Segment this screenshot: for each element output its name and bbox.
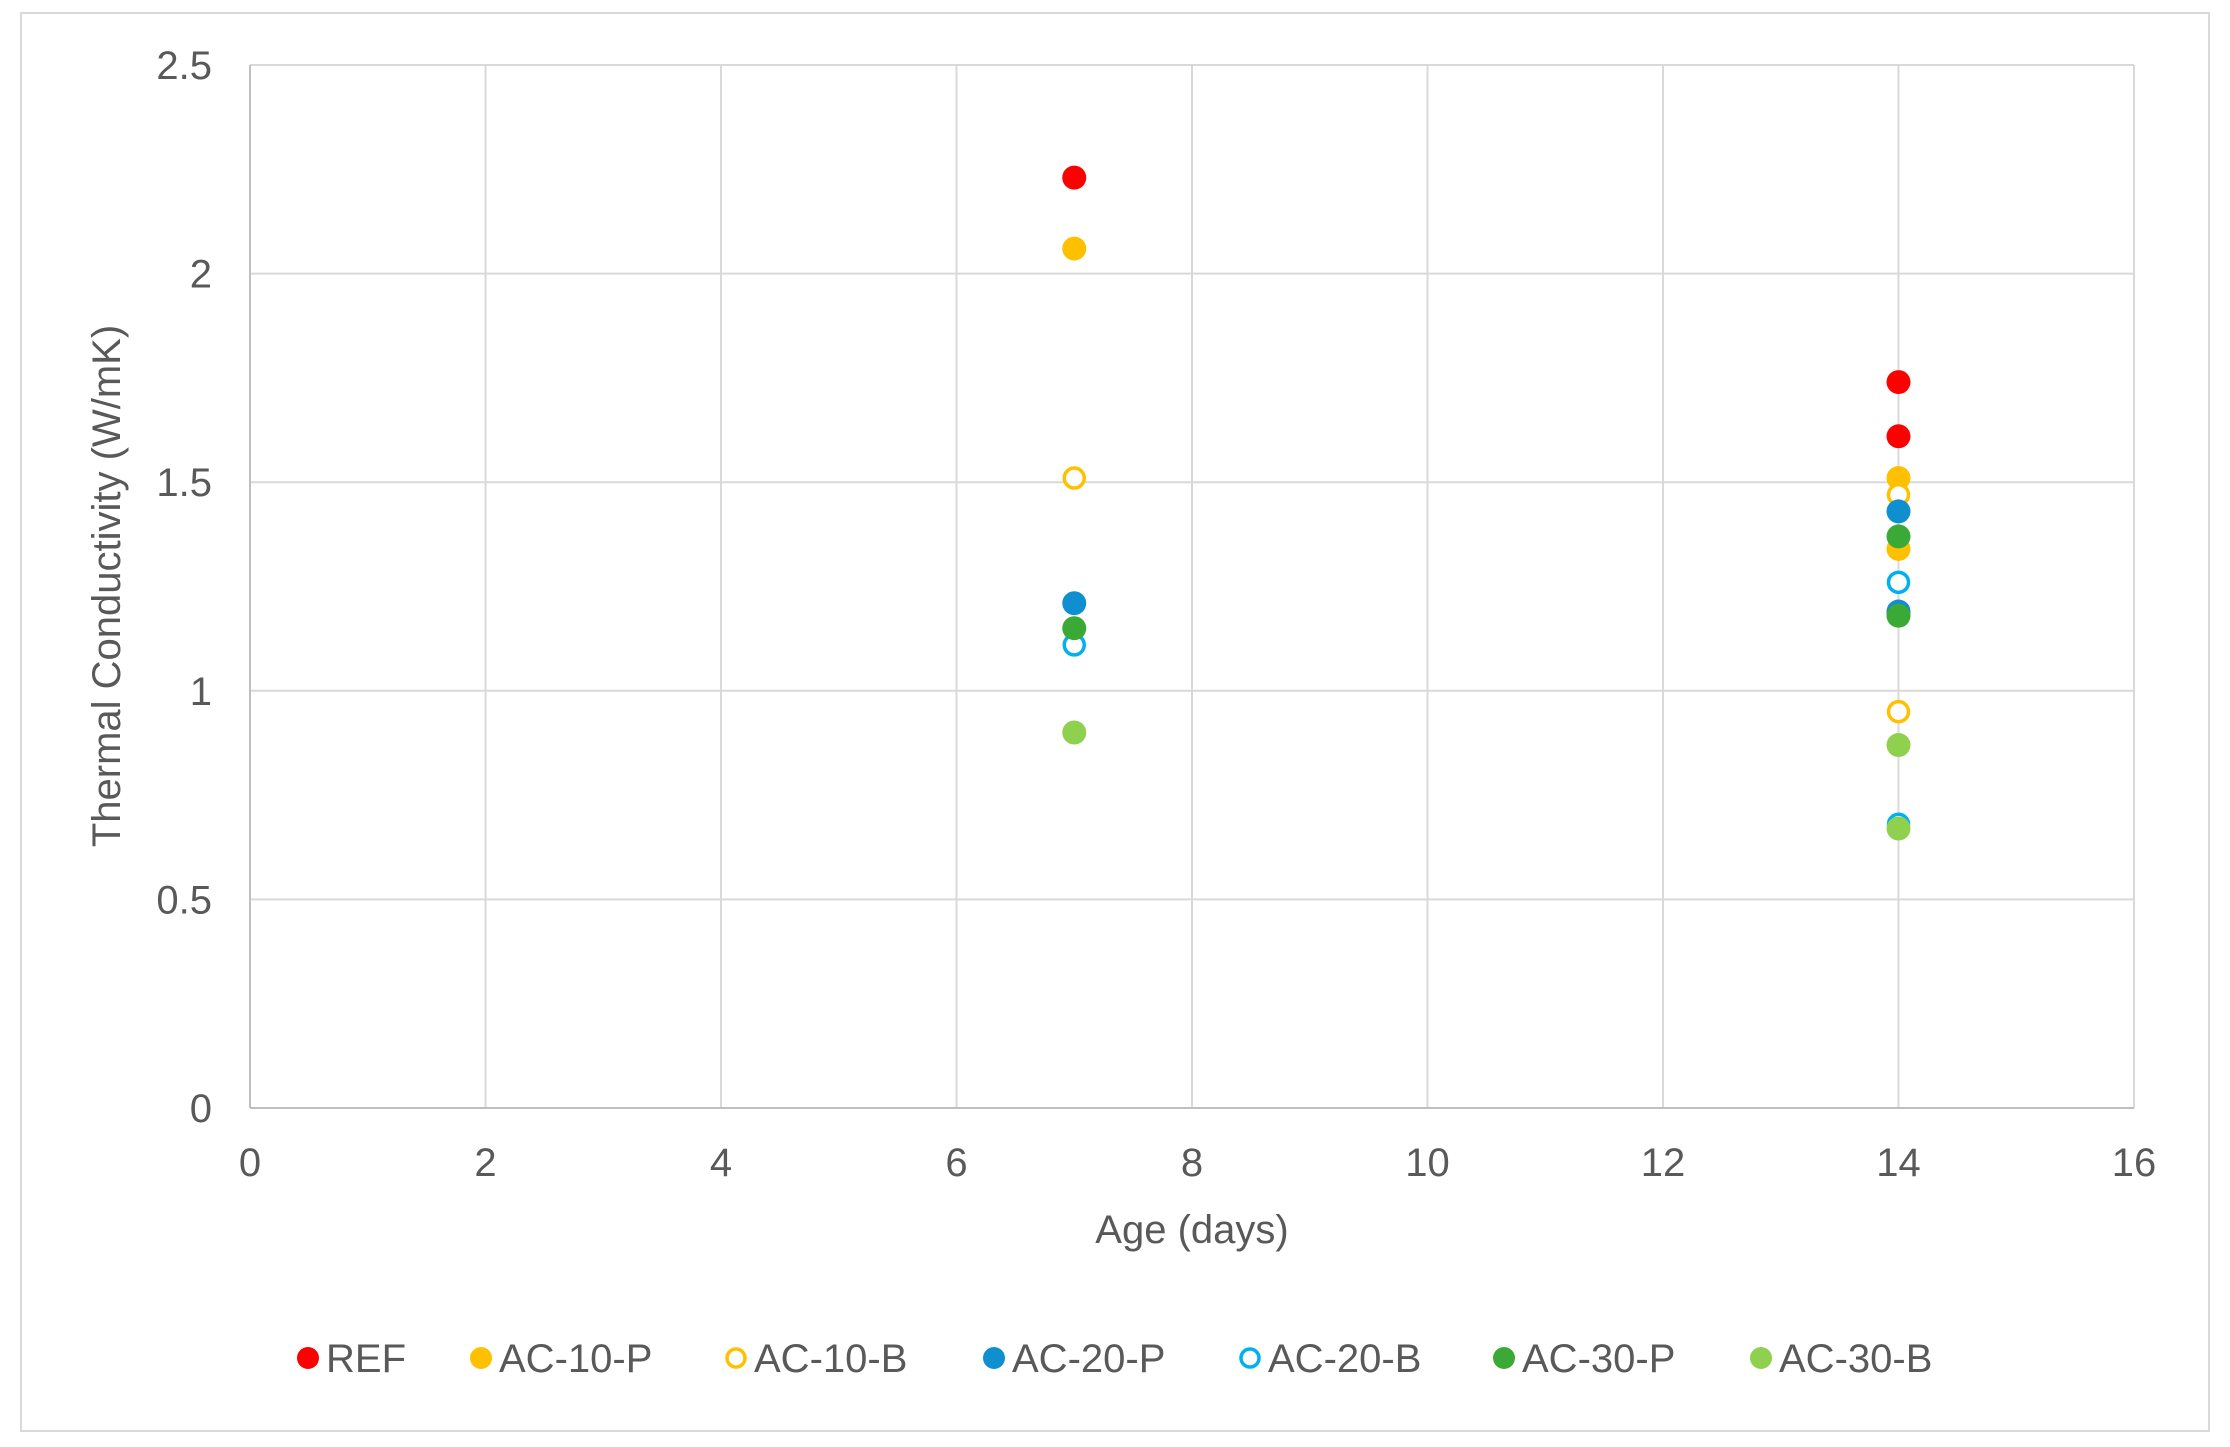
x-tick-label: 6 xyxy=(945,1141,967,1185)
x-tick-label: 14 xyxy=(1876,1141,1921,1185)
point-ac-30-p xyxy=(1062,616,1087,641)
y-tick-label: 1.5 xyxy=(156,461,212,505)
data-points xyxy=(1062,165,1911,841)
point-ref xyxy=(1062,165,1087,190)
legend-marker-ac-20-b xyxy=(1239,1347,1261,1369)
point-ac-20-p xyxy=(1062,591,1087,616)
point-ref xyxy=(1886,370,1911,395)
y-tick-label: 0.5 xyxy=(156,878,212,922)
y-axis-ticks: 0 0.5 1 1.5 2 2.5 xyxy=(156,44,212,1131)
x-tick-label: 16 xyxy=(2112,1141,2157,1185)
y-axis-title: Thermal Conductivity (W/mK) xyxy=(85,325,129,847)
x-tick-label: 12 xyxy=(1641,1141,1686,1185)
legend-label-ac-20-p: AC-20-P xyxy=(1012,1337,1165,1381)
y-tick-label: 2 xyxy=(190,253,212,297)
legend-label-ac-30-b: AC-30-B xyxy=(1779,1337,1932,1381)
x-tick-label: 10 xyxy=(1405,1141,1450,1185)
x-tick-label: 4 xyxy=(710,1141,732,1185)
legend-label-ac-20-b: AC-20-B xyxy=(1268,1337,1421,1381)
grid xyxy=(249,64,2135,1109)
point-ac-30-p xyxy=(1886,603,1911,628)
legend-marker-ref xyxy=(297,1347,319,1369)
legend-marker-ac-10-b xyxy=(725,1347,747,1369)
point-ac-20-p xyxy=(1886,499,1911,524)
point-ac-20-b xyxy=(1886,570,1911,595)
point-ac-30-p xyxy=(1886,524,1911,549)
point-ac-10-b xyxy=(1886,699,1911,724)
legend-marker-ac-10-p xyxy=(470,1347,492,1369)
legend-marker-ac-20-p xyxy=(983,1347,1005,1369)
x-tick-label: 8 xyxy=(1181,1141,1203,1185)
legend-marker-ac-30-b xyxy=(1750,1347,1772,1369)
y-tick-label: 2.5 xyxy=(156,44,212,88)
legend: REF AC-10-P AC-10-B AC-20-P AC-20-B AC-30-P AC… xyxy=(297,1337,1932,1381)
point-ac-10-p xyxy=(1062,236,1087,261)
legend-marker-ac-30-p xyxy=(1493,1347,1515,1369)
point-ac-30-b xyxy=(1886,733,1911,758)
point-ac-30-b xyxy=(1062,720,1087,745)
x-tick-label: 2 xyxy=(474,1141,496,1185)
legend-label-ac-10-p: AC-10-P xyxy=(499,1337,652,1381)
y-tick-label: 0 xyxy=(190,1087,212,1131)
legend-label-ref: REF xyxy=(326,1337,406,1381)
point-ac-10-b xyxy=(1062,466,1086,490)
point-ref xyxy=(1886,424,1911,449)
chart-frame xyxy=(20,12,2210,1432)
x-tick-label: 0 xyxy=(239,1141,261,1185)
legend-label-ac-10-b: AC-10-B xyxy=(754,1337,907,1381)
point-ac-30-b xyxy=(1886,816,1911,841)
y-tick-label: 1 xyxy=(190,670,212,714)
legend-label-ac-30-p: AC-30-P xyxy=(1522,1337,1675,1381)
x-axis-ticks: 0 2 4 6 8 10 12 14 16 xyxy=(239,1141,2156,1185)
x-axis-title: Age (days) xyxy=(1095,1208,1288,1252)
point-ac-10-p xyxy=(1886,466,1911,491)
